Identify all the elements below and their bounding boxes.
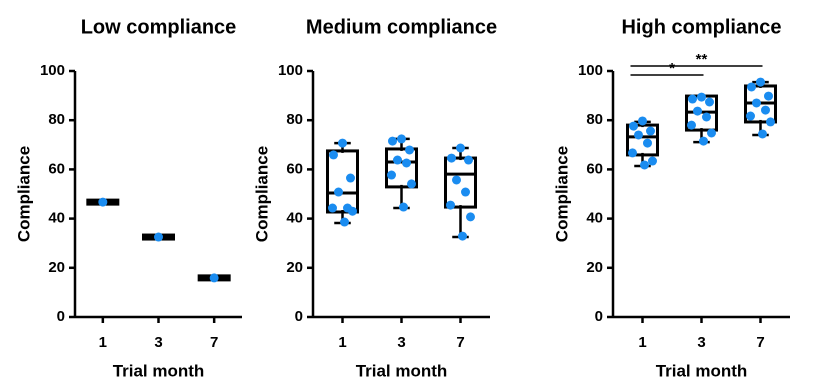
data-point: [747, 82, 756, 92]
data-point: [707, 128, 716, 138]
x-axis-label: Trial month: [356, 361, 448, 380]
x-tick-label: 7: [456, 334, 464, 351]
data-point: [447, 153, 456, 163]
x-tick-label: 1: [99, 334, 107, 351]
data-point: [648, 156, 657, 166]
y-tick-label: 40: [48, 210, 65, 227]
significance-label: **: [696, 51, 708, 68]
y-tick-label: 60: [586, 160, 603, 177]
significance-label: *: [669, 60, 675, 77]
x-tick-label: 3: [154, 334, 162, 351]
data-point: [638, 116, 647, 126]
data-point: [758, 129, 767, 139]
data-point: [697, 92, 706, 102]
y-axis-label: Compliance: [552, 146, 571, 242]
data-point: [628, 148, 637, 158]
y-tick-label: 0: [595, 308, 603, 325]
data-point: [405, 145, 414, 155]
data-point: [209, 273, 219, 283]
data-point: [466, 212, 475, 222]
box: [444, 156, 477, 209]
data-point: [705, 97, 714, 107]
data-point: [766, 117, 775, 127]
data-point: [761, 105, 770, 115]
panel: Low compliance Trial month Compliance 0 20 40…: [14, 16, 242, 380]
panel: Medium compliance Trial month Compliance 0 2…: [252, 16, 497, 380]
data-point: [702, 112, 711, 122]
y-tick-label: 80: [286, 111, 303, 128]
x-tick-label: 1: [338, 334, 346, 351]
data-point: [693, 106, 702, 116]
data-point: [752, 98, 761, 108]
data-point: [464, 155, 473, 165]
y-tick-label: 20: [48, 259, 65, 276]
y-tick-label: 100: [578, 62, 603, 79]
data-point: [456, 143, 465, 153]
x-tick-label: 3: [697, 334, 705, 351]
data-point: [458, 231, 467, 241]
data-point: [338, 138, 347, 148]
x-tick-label: 3: [397, 334, 405, 351]
y-axis-label: Compliance: [14, 146, 33, 242]
data-point: [461, 187, 470, 197]
panel: High compliance Trial month Compliance 0 20 4…: [552, 16, 790, 380]
data-point: [402, 158, 411, 168]
data-point: [634, 130, 643, 140]
data-point: [646, 126, 655, 136]
y-tick-label: 40: [286, 210, 303, 227]
data-point: [334, 187, 343, 197]
y-tick-label: 0: [295, 308, 303, 325]
x-tick-label: 1: [638, 334, 646, 351]
x-tick-label: 7: [210, 334, 218, 351]
data-point: [746, 111, 755, 121]
data-point: [764, 91, 773, 101]
y-tick-label: 20: [586, 259, 603, 276]
data-point: [643, 138, 652, 148]
data-point: [756, 77, 765, 87]
x-tick-label: 7: [756, 334, 764, 351]
y-tick-label: 80: [48, 111, 65, 128]
x-axis-label: Trial month: [113, 361, 205, 380]
data-point: [329, 150, 338, 160]
data-point: [640, 160, 649, 170]
y-axis-label: Compliance: [252, 146, 271, 242]
data-point: [699, 136, 708, 146]
data-point: [346, 173, 355, 183]
x-axis-label: Trial month: [656, 361, 748, 380]
data-point: [348, 206, 357, 216]
y-tick-label: 20: [286, 259, 303, 276]
data-point: [340, 217, 349, 227]
box: [326, 149, 359, 214]
y-tick-label: 100: [278, 62, 303, 79]
data-point: [452, 175, 461, 185]
data-point: [154, 232, 163, 242]
data-point: [397, 134, 406, 144]
data-point: [388, 136, 397, 146]
panel-title: High compliance: [621, 16, 781, 38]
data-point: [407, 179, 416, 189]
y-tick-label: 0: [57, 308, 65, 325]
data-point: [98, 197, 108, 207]
y-tick-label: 80: [586, 111, 603, 128]
y-tick-label: 40: [586, 210, 603, 227]
panel-title: Low compliance: [81, 16, 237, 38]
y-tick-label: 60: [48, 160, 65, 177]
y-tick-label: 60: [286, 160, 303, 177]
box: [385, 147, 418, 189]
data-point: [688, 94, 697, 104]
y-tick-label: 100: [40, 62, 65, 79]
data-point: [399, 202, 408, 212]
data-point: [328, 203, 337, 213]
data-point: [629, 121, 638, 131]
panel-title: Medium compliance: [306, 16, 497, 38]
data-point: [446, 200, 455, 210]
data-point: [687, 120, 696, 130]
data-point: [387, 170, 396, 180]
data-point: [393, 155, 402, 165]
